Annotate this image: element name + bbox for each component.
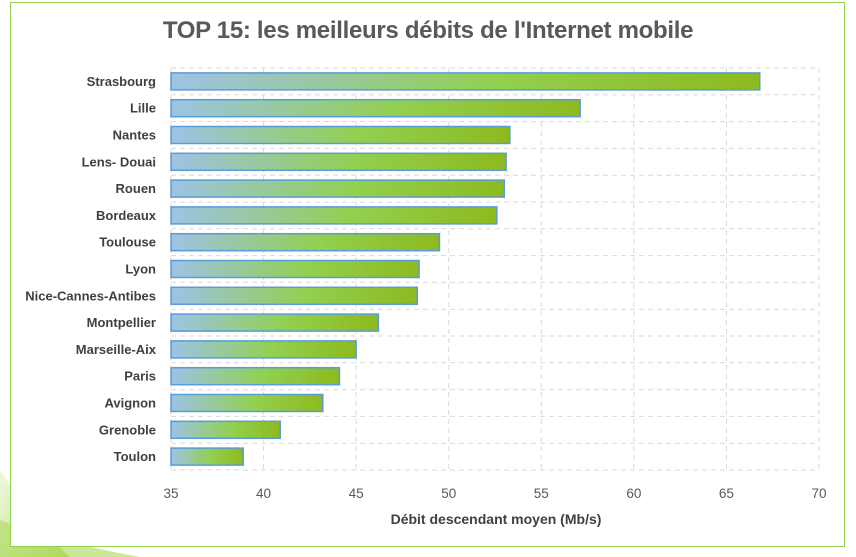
- bar-paris: [170, 366, 341, 386]
- x-tick-label: 70: [811, 486, 826, 501]
- category-label: Grenoble: [99, 422, 156, 437]
- x-tick-label: 45: [349, 486, 364, 501]
- x-tick-label: 40: [256, 486, 271, 501]
- category-label: Lille: [130, 101, 156, 116]
- category-label: Avignon: [104, 396, 156, 411]
- bar-nice-cannes-antibes: [170, 286, 418, 306]
- bar-toulouse: [170, 232, 441, 252]
- category-label: Bordeaux: [96, 208, 157, 223]
- category-label: Marseille-Aix: [76, 342, 157, 357]
- x-axis-title: Débit descendant moyen (Mb/s): [391, 511, 602, 527]
- chart-frame: [10, 2, 845, 547]
- bar-grenoble: [170, 420, 281, 440]
- category-label: Toulon: [114, 449, 156, 464]
- category-labels: Strasbourg Lille Nantes Lens- Douai Rouen Bor…: [25, 74, 157, 464]
- bar-marseille-aix: [170, 340, 357, 359]
- category-label: Lyon: [125, 262, 156, 277]
- category-label: Rouen: [116, 181, 157, 196]
- bar-nantes: [170, 125, 511, 145]
- category-label: Paris: [124, 369, 156, 384]
- category-label: Montpellier: [87, 315, 156, 330]
- bar-lille: [170, 98, 581, 118]
- bar-avignon: [170, 393, 324, 413]
- bars: [170, 72, 761, 466]
- x-tick-label: 50: [441, 486, 456, 501]
- category-label: Toulouse: [99, 235, 156, 250]
- category-label: Nantes: [113, 128, 156, 143]
- category-label: Nice-Cannes-Antibes: [25, 288, 156, 303]
- x-tick-label: 55: [534, 486, 549, 501]
- x-tick-labels: 35 40 45 50 55 60 65 70: [163, 486, 826, 501]
- category-label: Strasbourg: [87, 74, 156, 89]
- x-tick-label: 65: [719, 486, 734, 501]
- bar-rouen: [170, 179, 506, 198]
- category-label: Lens- Douai: [82, 154, 156, 169]
- x-tick-label: 60: [626, 486, 641, 501]
- bar-montpellier: [170, 313, 380, 332]
- bar-lyon: [170, 259, 420, 279]
- bar-toulon: [170, 447, 244, 466]
- bar-bordeaux: [170, 206, 498, 225]
- chart-title: TOP 15: les meilleurs débits de l'Intern…: [162, 17, 694, 44]
- bar-strasbourg: [170, 72, 761, 91]
- x-tick-label: 35: [163, 486, 178, 501]
- bar-lens-douai: [170, 152, 507, 172]
